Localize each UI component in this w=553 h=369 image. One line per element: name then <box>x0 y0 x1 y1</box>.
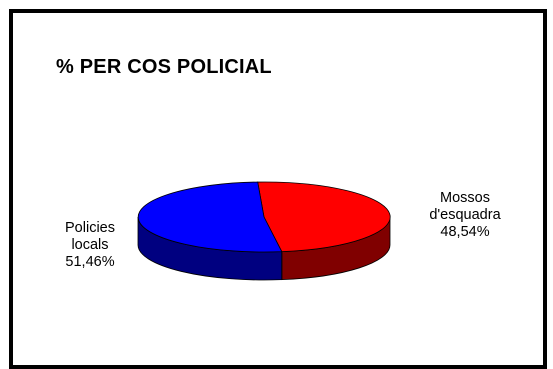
slice-label-mossos-line1: Mossos <box>440 190 490 206</box>
slice-label-policies-line2: locals <box>71 237 109 253</box>
slice-label-mossos: Mossos d'esquadra 48,54% <box>412 190 518 241</box>
slice-value-mossos: 48,54% <box>440 224 490 240</box>
slice-value-policies: 51,46% <box>65 254 115 270</box>
slice-label-policies-line1: Policies <box>65 220 115 236</box>
chart-title: % PER COS POLICIAL <box>56 56 272 78</box>
slice-label-policies: Policies locals 51,46% <box>52 220 128 271</box>
slice-label-mossos-line2: d'esquadra <box>429 207 501 223</box>
pie-slice-mossos-d-esquadra <box>257 181 391 253</box>
pie-tops <box>137 181 391 253</box>
pie-chart <box>137 181 391 281</box>
pie-slice-policies-locals <box>137 181 283 253</box>
